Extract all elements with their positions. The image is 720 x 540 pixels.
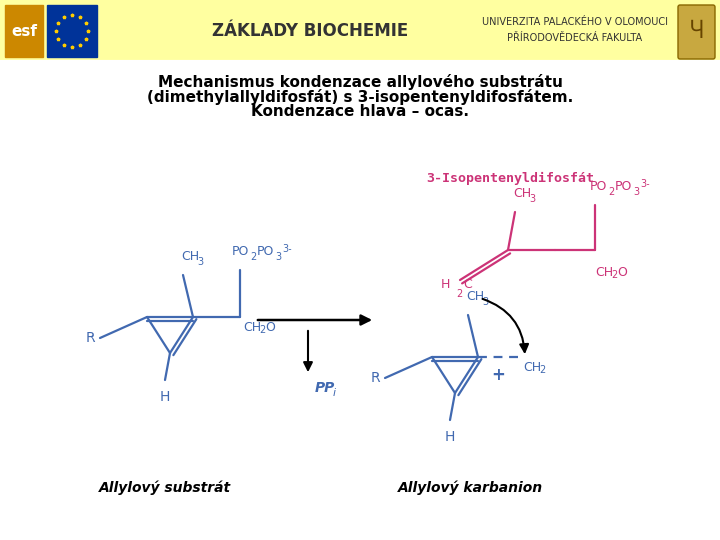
Text: H: H <box>445 430 455 444</box>
Text: R: R <box>86 331 95 345</box>
Text: CH: CH <box>181 250 199 263</box>
Text: Ⴗ: Ⴗ <box>690 22 704 42</box>
Text: Allylový karbanion: Allylový karbanion <box>397 481 543 495</box>
Text: PŘÍRODOVĚDECKÁ FAKULTA: PŘÍRODOVĚDECKÁ FAKULTA <box>508 33 642 43</box>
Text: Mechanismus kondenzace allylového substrátu: Mechanismus kondenzace allylového substr… <box>158 74 562 90</box>
Text: PO: PO <box>257 245 274 258</box>
Text: 2: 2 <box>250 252 256 262</box>
Text: O: O <box>265 321 275 334</box>
Text: 2: 2 <box>259 325 265 335</box>
Text: PO: PO <box>615 180 632 193</box>
Text: R: R <box>370 371 380 385</box>
Text: 3-: 3- <box>640 179 649 189</box>
Text: C: C <box>463 279 472 292</box>
Text: ZÁKLADY BIOCHEMIE: ZÁKLADY BIOCHEMIE <box>212 22 408 40</box>
Text: H: H <box>160 390 170 404</box>
Text: Allylový substrát: Allylový substrát <box>99 481 231 495</box>
Text: 3-Isopentenyldifosfát: 3-Isopentenyldifosfát <box>426 172 594 185</box>
Text: O: O <box>617 266 627 279</box>
Text: CH: CH <box>595 266 613 279</box>
Text: PP: PP <box>315 381 336 395</box>
Bar <box>5 5 43 57</box>
Text: 3: 3 <box>197 257 203 267</box>
FancyBboxPatch shape <box>678 5 715 59</box>
Text: 3: 3 <box>275 252 281 262</box>
Text: Kondenzace hlava – ocas.: Kondenzace hlava – ocas. <box>251 105 469 119</box>
Text: 3: 3 <box>482 297 488 307</box>
Text: UNIVERZITA PALACKÉHO V OLOMOUCI: UNIVERZITA PALACKÉHO V OLOMOUCI <box>482 17 668 27</box>
Text: CH: CH <box>513 187 531 200</box>
Bar <box>47 5 97 57</box>
Text: 3: 3 <box>633 187 639 197</box>
Text: 3-: 3- <box>282 244 292 254</box>
Text: PO: PO <box>232 245 249 258</box>
Text: CH: CH <box>243 321 261 334</box>
Text: esf: esf <box>11 24 37 38</box>
Text: 3: 3 <box>529 194 535 204</box>
Text: H: H <box>441 279 450 292</box>
Text: i: i <box>333 388 336 398</box>
Text: (dimethylallyldifosfát) s 3-isopentenyldifosfátem.: (dimethylallyldifosfát) s 3-isopentenyld… <box>147 89 573 105</box>
Bar <box>0 0 720 62</box>
Text: PO: PO <box>590 180 608 193</box>
Text: 2: 2 <box>539 365 545 375</box>
Text: 2: 2 <box>608 187 614 197</box>
Text: CH: CH <box>466 290 484 303</box>
Text: 2: 2 <box>611 270 617 280</box>
Text: +: + <box>491 366 505 384</box>
Text: CH: CH <box>523 361 541 374</box>
Text: 2: 2 <box>456 289 462 299</box>
